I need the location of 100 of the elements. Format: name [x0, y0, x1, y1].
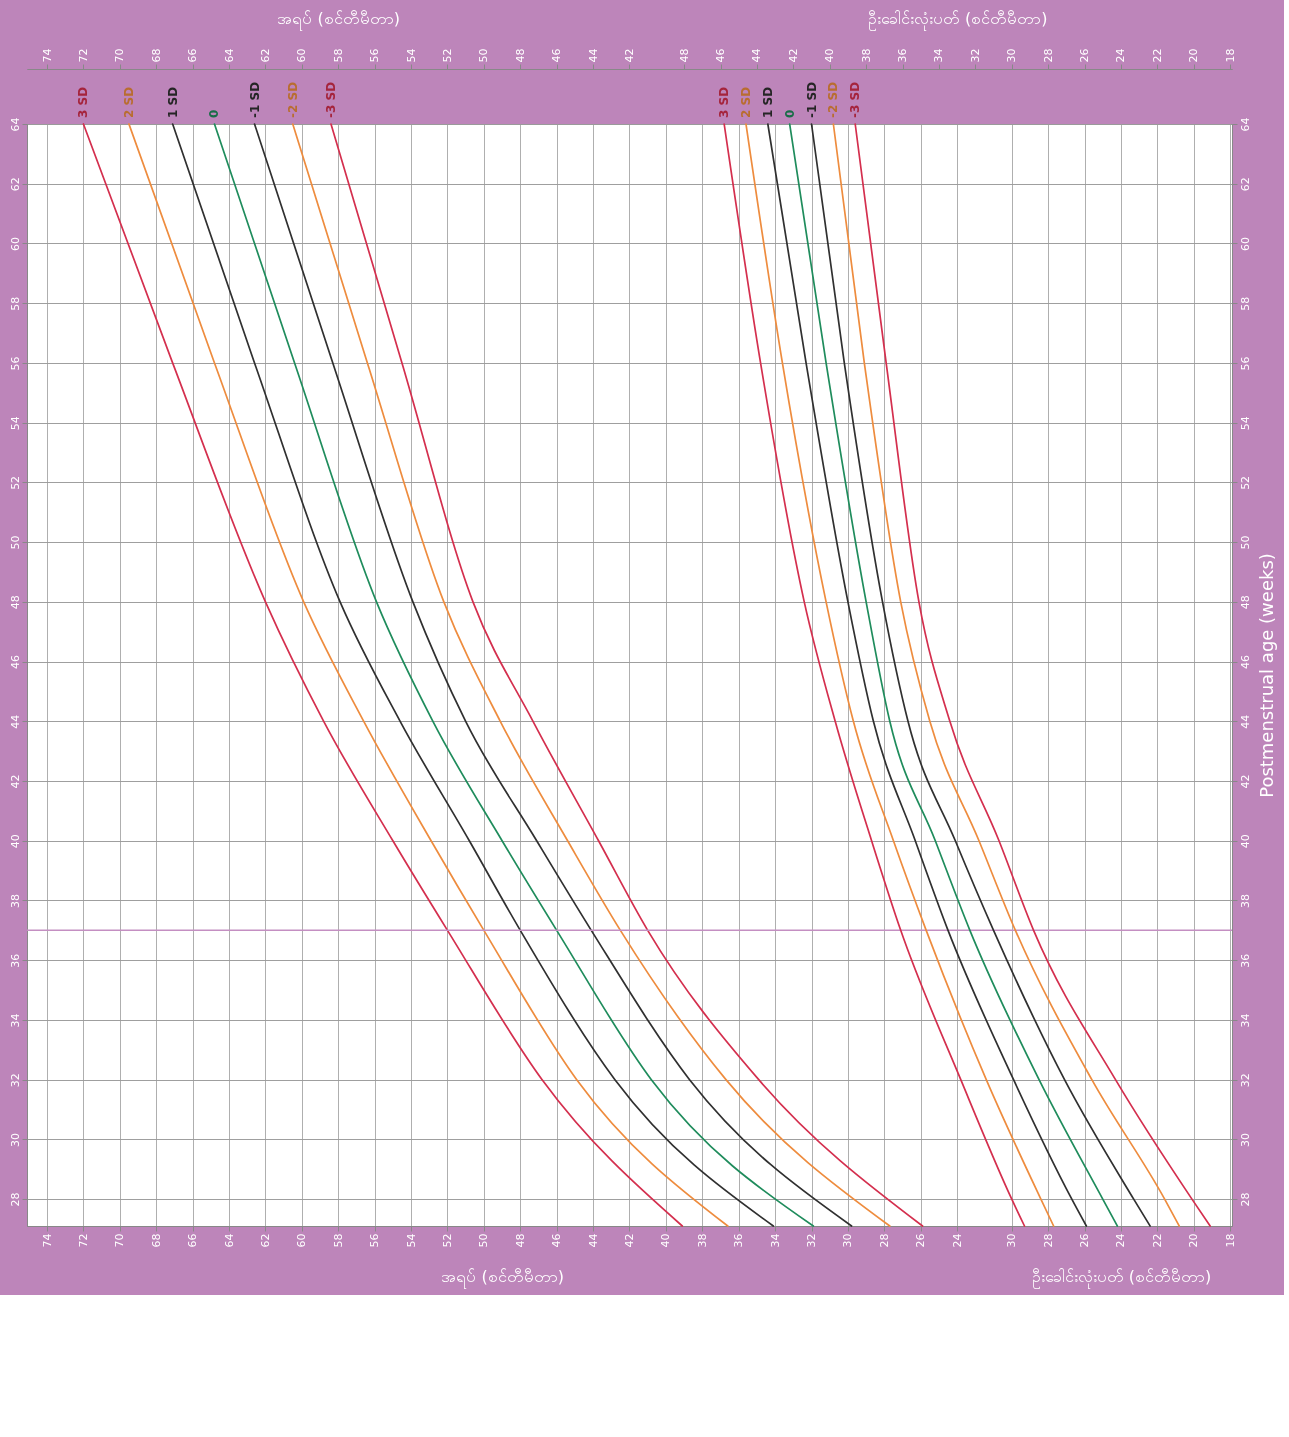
- x2-axis-title: ဦးခေါင်းလုံးပတ် (စင်တီမီတာ): [867, 8, 1048, 31]
- x-tick-label: 54: [404, 1233, 418, 1248]
- text: -1 SD: [247, 81, 262, 118]
- x-tick-label: 30: [1005, 1233, 1019, 1248]
- x2-tick-label: 28: [1041, 48, 1055, 63]
- y2-tick-label: 32: [1238, 1073, 1252, 1088]
- x2-tick-label: 32: [968, 48, 982, 63]
- text: 2 SD: [739, 86, 753, 118]
- x2-tick-label: 68: [149, 48, 163, 63]
- y2-tick-label: 54: [1238, 416, 1252, 431]
- x-tick-label: 22: [1150, 1233, 1164, 1248]
- x2-tick-label: 58: [331, 48, 345, 63]
- y2-tick-label: 40: [1238, 834, 1252, 849]
- x-tick-label: 30: [841, 1233, 855, 1248]
- x-tick-label: 18: [1223, 1233, 1237, 1248]
- y-tick-label: 50: [8, 535, 22, 550]
- y2-axis-title: Postmenstrual age (weeks): [1255, 553, 1277, 798]
- x-tick-label: 42: [623, 1233, 636, 1248]
- y2-tick-label: 28: [1238, 1192, 1252, 1207]
- x-tick-label: 26: [1078, 1233, 1092, 1248]
- x2-tick-label: 46: [550, 48, 564, 63]
- x2-tick-label: 38: [859, 48, 873, 63]
- y2-tick-label: 48: [1238, 595, 1252, 610]
- x-tick-label: 26: [914, 1233, 928, 1248]
- x2-tick-label: 60: [295, 48, 309, 63]
- text: 3 SD: [76, 86, 91, 118]
- x-tick-label: 68: [149, 1233, 163, 1248]
- x2-tick-label: 52: [440, 48, 454, 63]
- y2-tick-label: 58: [1238, 296, 1252, 311]
- x2-tick-label: 48: [677, 48, 691, 63]
- x-tick-label: 46: [550, 1233, 564, 1248]
- x2-tick-label: 48: [513, 48, 527, 63]
- y2-tick-label: 60: [1238, 236, 1252, 251]
- y2-tick-label: 36: [1238, 953, 1252, 968]
- x2-tick-label: 64: [222, 48, 236, 63]
- y-tick-label: 30: [8, 1132, 22, 1147]
- x-tick-label: 50: [477, 1233, 491, 1248]
- y-tick-label: 28: [8, 1192, 22, 1207]
- x-tick-label: 40: [659, 1233, 673, 1248]
- x-tick-label: 70: [113, 1233, 127, 1248]
- x2-tick-label: 44: [586, 48, 600, 63]
- y-tick-label: 44: [8, 714, 22, 729]
- x2-tick-label: 62: [258, 48, 272, 63]
- y-tick-label: 48: [8, 595, 22, 610]
- x2-tick-label: 42: [623, 48, 636, 63]
- x-tick-label: 60: [295, 1233, 309, 1248]
- x2-tick-label: 24: [1114, 48, 1128, 63]
- x-tick-label: 24: [950, 1233, 964, 1248]
- y2-tick-label: 30: [1238, 1132, 1252, 1147]
- text: 0: [207, 109, 222, 118]
- y2-tick-label: 44: [1238, 714, 1252, 729]
- x-axis-title: အရပ် (စင်တီမီတာ): [441, 1267, 564, 1290]
- x-tick-label: 32: [805, 1233, 819, 1248]
- x-tick-label: 34: [768, 1233, 782, 1248]
- y-tick-label: 34: [8, 1013, 22, 1028]
- y-tick-label: 54: [8, 416, 22, 431]
- y-tick-label: 32: [8, 1073, 22, 1088]
- x2-tick-label: 44: [750, 48, 764, 63]
- y-tick-label: 38: [8, 893, 22, 908]
- x-tick-label: 52: [440, 1233, 454, 1248]
- x-tick-label: 66: [186, 1233, 200, 1248]
- x-tick-label: 62: [258, 1233, 272, 1248]
- x2-tick-label: 40: [823, 48, 837, 63]
- x-tick-label: 24: [1114, 1233, 1128, 1248]
- y-tick-label: 58: [8, 296, 22, 311]
- x2-tick-label: 70: [113, 48, 127, 63]
- x-tick-label: 64: [222, 1233, 236, 1248]
- y2-tick-label: 38: [1238, 893, 1252, 908]
- y-tick-label: 60: [8, 236, 22, 251]
- x-tick-label: 28: [1041, 1233, 1055, 1248]
- x-tick-label: 44: [586, 1233, 600, 1248]
- y-tick-label: 56: [8, 356, 22, 371]
- x2-tick-label: 50: [477, 48, 491, 63]
- x-tick-label: 56: [368, 1233, 382, 1248]
- y-tick-label: 52: [8, 475, 22, 490]
- x2-tick-label: 42: [786, 48, 800, 63]
- x2-axis-title: အရပ် (စင်တီမီတာ): [277, 8, 401, 31]
- text: 1 SD: [760, 86, 775, 118]
- y2-tick-label: 46: [1238, 655, 1252, 670]
- x-tick-label: 36: [732, 1233, 746, 1248]
- x-tick-label: 74: [40, 1233, 54, 1248]
- text: 2 SD: [121, 86, 136, 118]
- y2-tick-label: 42: [1238, 774, 1252, 789]
- x2-tick-label: 66: [186, 48, 200, 63]
- x2-tick-label: 72: [76, 48, 90, 63]
- y-tick-label: 46: [8, 655, 22, 670]
- x2-tick-label: 36: [896, 48, 910, 63]
- y2-tick-label: 62: [1238, 177, 1252, 192]
- x-tick-label: 28: [877, 1233, 891, 1248]
- x2-tick-label: 30: [1005, 48, 1019, 63]
- x-tick-label: 20: [1187, 1233, 1201, 1248]
- text: -3 SD: [323, 81, 338, 118]
- y2-tick-label: 64: [1238, 117, 1252, 132]
- x-axis-title: ဦးခေါင်းလုံးပတ် (စင်တီမီတာ): [1031, 1267, 1212, 1290]
- y-tick-label: 42: [8, 774, 22, 789]
- x2-tick-label: 18: [1223, 48, 1237, 63]
- x-tick-label: 58: [331, 1233, 345, 1248]
- x-tick-label: 48: [513, 1233, 527, 1248]
- text: 0: [782, 109, 797, 118]
- y-tick-label: 62: [8, 177, 22, 192]
